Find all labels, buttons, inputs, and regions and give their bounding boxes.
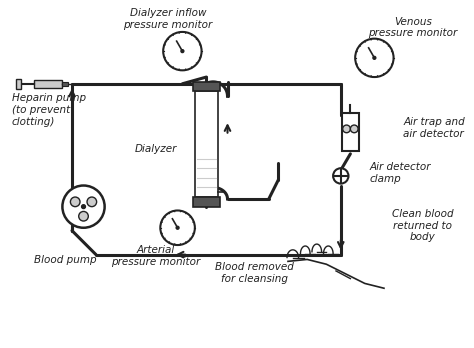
- Circle shape: [181, 50, 184, 53]
- Bar: [34, 80, 63, 88]
- Circle shape: [355, 39, 393, 77]
- Text: Arterial
pressure monitor: Arterial pressure monitor: [111, 245, 200, 267]
- Circle shape: [82, 205, 85, 208]
- Text: Blood pump: Blood pump: [34, 255, 97, 264]
- Text: Dialyzer: Dialyzer: [135, 144, 178, 154]
- Circle shape: [163, 32, 201, 70]
- Text: Venous
pressure monitor: Venous pressure monitor: [368, 17, 457, 38]
- Circle shape: [63, 185, 105, 228]
- Circle shape: [87, 197, 97, 207]
- Circle shape: [373, 56, 376, 59]
- Text: Dialyzer inflow
pressure monitor: Dialyzer inflow pressure monitor: [123, 8, 213, 30]
- Bar: [193, 197, 220, 207]
- Text: Blood removed
for cleansing: Blood removed for cleansing: [215, 262, 294, 284]
- Bar: [342, 112, 359, 151]
- Circle shape: [71, 197, 80, 207]
- Circle shape: [333, 168, 348, 184]
- Text: Air trap and
air detector: Air trap and air detector: [403, 117, 465, 139]
- Text: Clean blood
returned to
body: Clean blood returned to body: [392, 209, 453, 243]
- Bar: [63, 82, 68, 86]
- Text: Air detector
clamp: Air detector clamp: [370, 162, 431, 184]
- Circle shape: [343, 125, 350, 133]
- Bar: [195, 92, 218, 197]
- Text: Heparin pump
(to prevent
clotting): Heparin pump (to prevent clotting): [11, 93, 86, 127]
- Bar: [193, 82, 220, 92]
- Circle shape: [160, 211, 195, 245]
- Circle shape: [79, 212, 88, 221]
- Circle shape: [176, 226, 179, 229]
- Bar: [16, 79, 21, 88]
- Circle shape: [350, 125, 358, 133]
